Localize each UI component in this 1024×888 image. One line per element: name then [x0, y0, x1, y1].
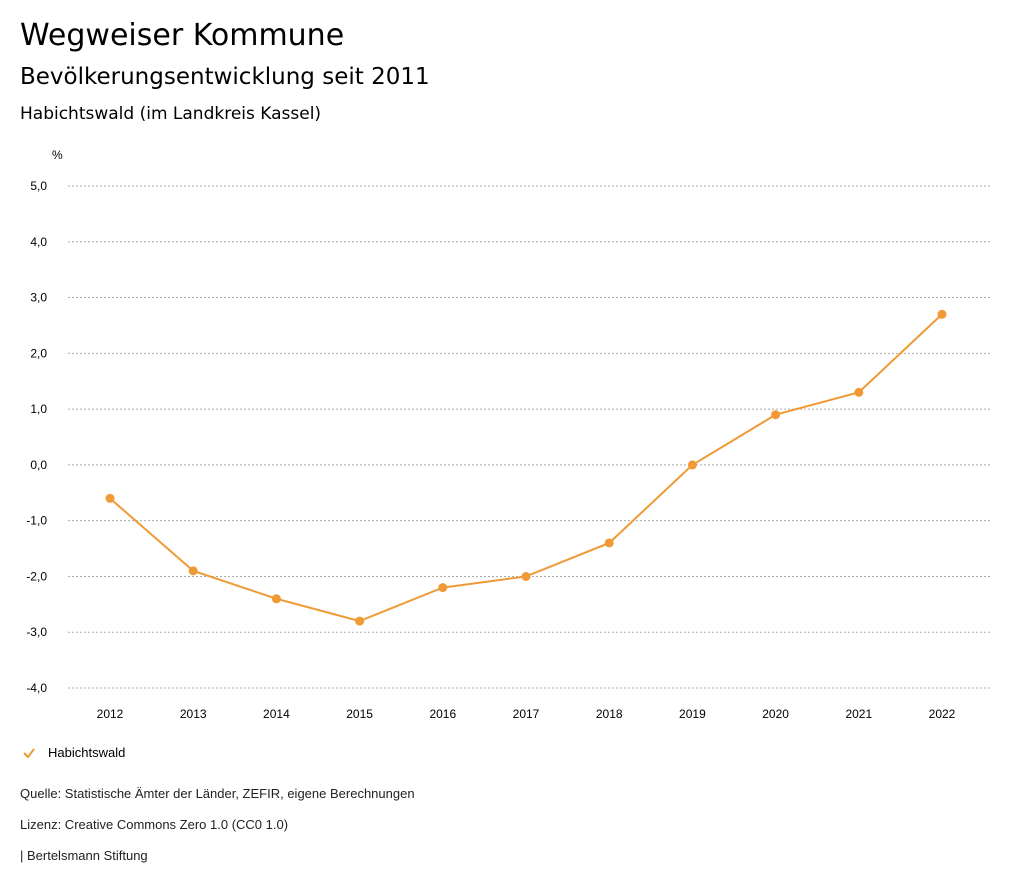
data-point [355, 616, 365, 626]
line-chart: % 5,0 4,0 3,0 2,0 1,0 0,0 -1,0 -2,0 -3,0 -4,0 2012… [26, 148, 990, 721]
x-tick-label: 2017 [513, 707, 540, 721]
x-tick-label: 2012 [97, 707, 124, 721]
data-point [604, 538, 614, 548]
y-tick-label: 5,0 [30, 179, 47, 193]
data-point [771, 410, 781, 420]
x-tick-label: 2019 [679, 707, 706, 721]
x-tick-label: 2020 [762, 707, 789, 721]
data-point [271, 594, 281, 604]
license-note: Lizenz: Creative Commons Zero 1.0 (CC0 1… [20, 817, 289, 832]
data-point [687, 460, 697, 470]
y-tick-label: 0,0 [30, 458, 47, 472]
data-point [188, 566, 198, 576]
y-tick-label: 4,0 [30, 235, 47, 249]
data-point [438, 583, 448, 593]
page-title: Wegweiser Kommune [20, 18, 345, 53]
publisher-note: | Bertelsmann Stiftung [20, 848, 148, 863]
x-tick-label: 2013 [180, 707, 207, 721]
y-tick-label: 1,0 [30, 402, 47, 416]
legend-label: Habichtswald [48, 745, 126, 760]
x-tick-label: 2014 [263, 707, 290, 721]
x-tick-label: 2015 [346, 707, 373, 721]
x-tick-label: 2016 [429, 707, 456, 721]
chart-subtitle: Bevölkerungsentwicklung seit 2011 [20, 64, 430, 90]
region-label: Habichtswald (im Landkreis Kassel) [20, 104, 322, 124]
y-tick-label: 2,0 [30, 346, 47, 360]
legend-item-habichtswald[interactable]: Habichtswald [22, 745, 125, 760]
source-note: Quelle: Statistische Ämter der Länder, Z… [20, 786, 415, 801]
x-tick-label: 2021 [845, 707, 872, 721]
checkmark-icon [23, 747, 35, 759]
data-point [854, 387, 864, 397]
x-tick-label: 2022 [929, 707, 956, 721]
y-tick-label: 3,0 [30, 291, 47, 305]
y-axis-unit: % [52, 148, 63, 162]
y-tick-label: -3,0 [26, 625, 47, 639]
data-point [937, 309, 947, 319]
y-tick-label: -1,0 [26, 514, 47, 528]
data-point [521, 571, 531, 581]
data-point [105, 493, 115, 503]
x-tick-label: 2018 [596, 707, 623, 721]
y-tick-label: -4,0 [26, 681, 47, 695]
y-tick-label: -2,0 [26, 569, 47, 583]
